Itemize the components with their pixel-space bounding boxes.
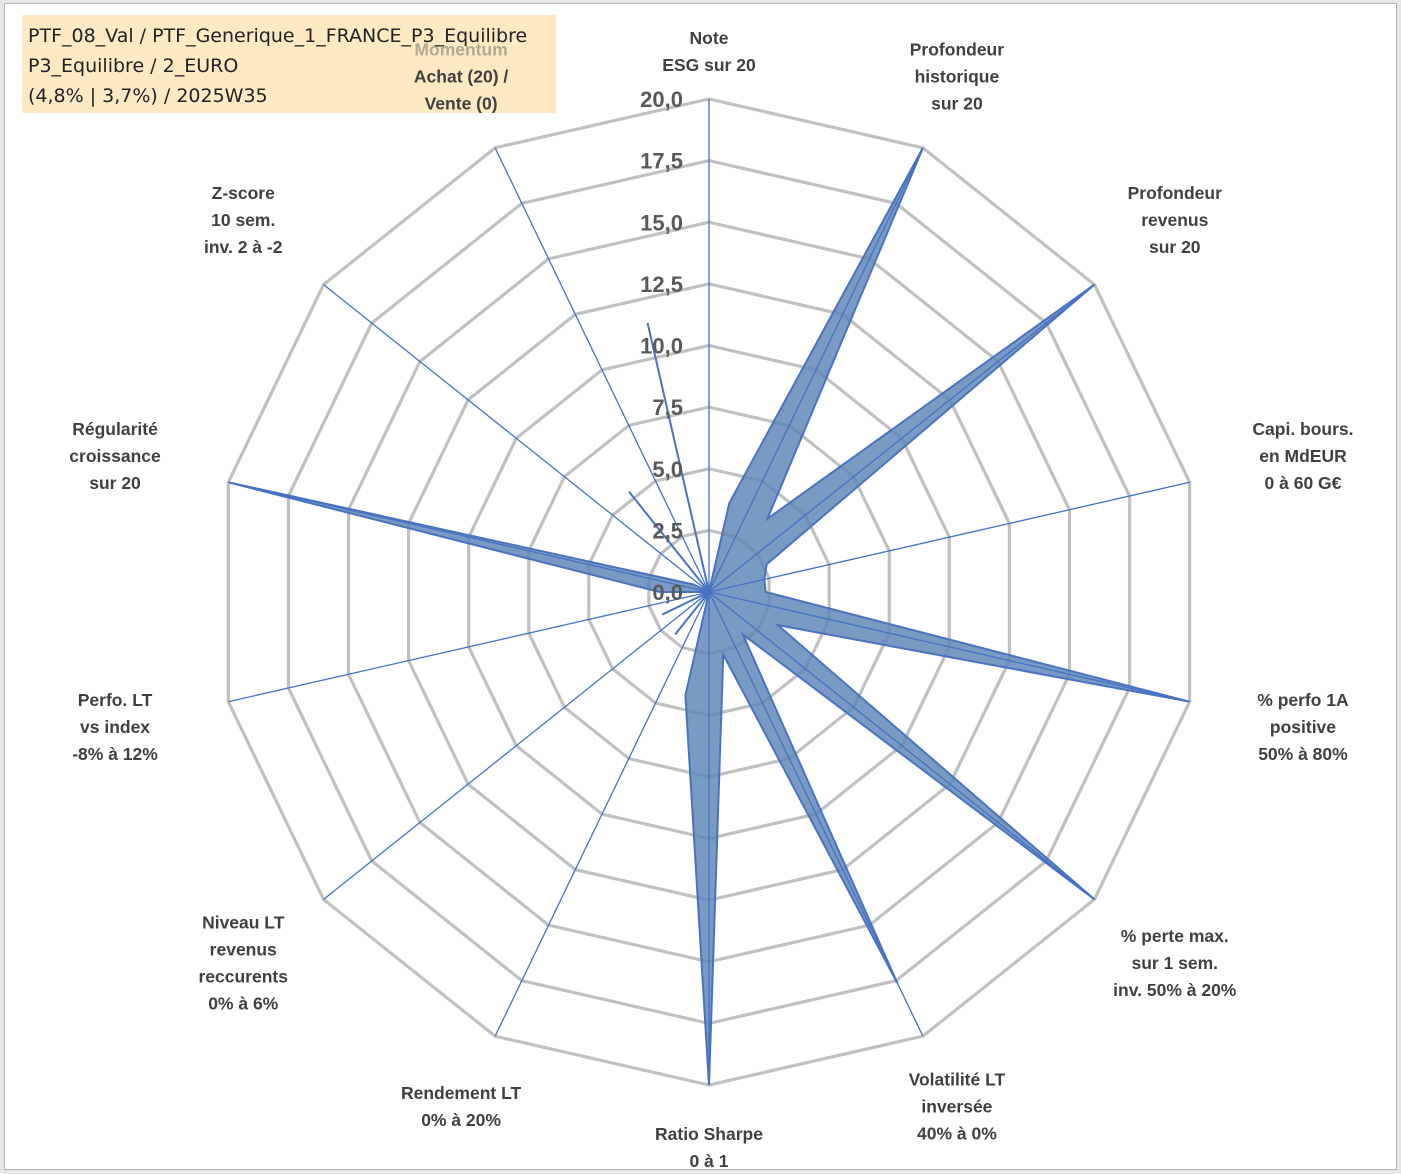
info-line-portfolio: PTF_08_Val / PTF_Generique_1_FRANCE_P3_E… xyxy=(28,25,528,47)
axis-label-3-line-2: 0 à 60 G€ xyxy=(1265,473,1342,493)
spoke-8 xyxy=(494,591,710,1037)
axis-label-5-line-2: inv. 50% à 20% xyxy=(1113,980,1237,1000)
axis-label-7-line-0: Ratio Sharpe xyxy=(655,1124,763,1144)
axis-label-9-line-2: reccurents xyxy=(198,966,288,986)
tick-label-2: 5,0 xyxy=(652,457,683,482)
axis-label-3-line-1: en MdEUR xyxy=(1259,446,1347,466)
tick-label-7: 17,5 xyxy=(640,149,683,174)
tick-label-5: 12,5 xyxy=(640,272,683,297)
axis-label-4: % perfo 1A positive 50% à 80% xyxy=(1257,690,1349,764)
axis-label-0-line-1: ESG sur 20 xyxy=(662,55,756,75)
axis-label-5-line-1: sur 1 sem. xyxy=(1131,953,1218,973)
axis-label-2: Profondeur revenus sur 20 xyxy=(1128,183,1222,257)
axis-label-10: Perfo. LT vs index -8% à 12% xyxy=(72,690,158,764)
spoke-12 xyxy=(323,284,710,593)
axis-label-7-line-1: 0 à 1 xyxy=(690,1151,729,1171)
spoke-1 xyxy=(708,147,924,593)
axis-label-11: Régularité croissance sur 20 xyxy=(69,419,161,493)
axis-label-13-line-0: Momentum xyxy=(414,40,507,60)
axis-label-9-line-1: revenus xyxy=(210,939,277,959)
axis-label-12-line-2: inv. 2 à -2 xyxy=(204,237,283,257)
axis-label-10-line-0: Perfo. LT xyxy=(78,690,153,710)
axis-label-1-line-1: historique xyxy=(915,67,1000,87)
axis-label-4-line-2: 50% à 80% xyxy=(1258,744,1348,764)
axis-label-13: Momentum Achat (20) / Vente (0) xyxy=(414,40,508,114)
axis-label-11-line-0: Régularité xyxy=(72,419,158,439)
tick-label-3: 7,5 xyxy=(652,395,683,420)
axis-label-5-line-0: % perte max. xyxy=(1121,926,1229,946)
axis-label-2-line-0: Profondeur xyxy=(1128,183,1222,203)
axis-label-11-line-1: croissance xyxy=(69,446,161,466)
axis-label-1-line-0: Profondeur xyxy=(910,40,1004,60)
axis-label-1-line-2: sur 20 xyxy=(931,94,983,114)
axis-label-9-line-3: 0% à 6% xyxy=(208,993,278,1013)
axis-label-0-line-0: Note xyxy=(690,28,729,48)
spoke-9 xyxy=(323,591,710,900)
axis-label-2-line-2: sur 20 xyxy=(1149,237,1201,257)
chart-frame xyxy=(4,3,1397,1170)
axis-label-3-line-0: Capi. bours. xyxy=(1252,419,1353,439)
axis-label-9: Niveau LT revenus reccurents 0% à 6% xyxy=(198,912,288,1013)
axis-label-layer: Note ESG sur 20 Profondeur historique sur 20… xyxy=(69,28,1353,1171)
axis-label-3: Capi. bours. en MdEUR 0 à 60 G€ xyxy=(1252,419,1353,493)
portfolio-info-box: PTF_08_Val / PTF_Generique_1_FRANCE_P3_E… xyxy=(22,15,556,113)
axis-label-6: Volatilité LT inversée 40% à 0% xyxy=(909,1069,1006,1143)
axis-label-6-line-2: 40% à 0% xyxy=(917,1123,997,1143)
tick-label-4: 10,0 xyxy=(640,334,683,359)
axis-label-8-line-1: 0% à 20% xyxy=(421,1110,501,1130)
axis-label-0: Note ESG sur 20 xyxy=(662,28,756,75)
axis-label-8: Rendement LT 0% à 20% xyxy=(401,1083,522,1130)
axis-label-6-line-1: inversée xyxy=(921,1096,992,1116)
axis-label-4-line-1: positive xyxy=(1270,717,1336,737)
tick-label-1: 2,5 xyxy=(652,518,683,543)
axis-label-5: % perte max. sur 1 sem. inv. 50% à 20% xyxy=(1113,926,1237,1000)
axis-label-10-line-2: -8% à 12% xyxy=(72,744,158,764)
axis-label-12-line-0: Z-score xyxy=(212,183,275,203)
tick-label-layer: 0,0 2,5 5,0 7,5 10,0 12,5 15,0 17,5 20,0 xyxy=(640,87,683,605)
spoke-10 xyxy=(228,591,710,703)
spoke-3 xyxy=(708,481,1190,593)
axis-label-11-line-2: sur 20 xyxy=(89,473,141,493)
axis-label-13-line-1: Achat (20) / xyxy=(414,67,508,87)
spoke-5 xyxy=(708,591,1095,900)
tick-label-8: 20,0 xyxy=(640,87,683,112)
spoke-4 xyxy=(708,591,1190,703)
spoke-layer xyxy=(228,99,1190,1085)
axis-label-4-line-0: % perfo 1A xyxy=(1257,690,1349,710)
axis-label-8-line-0: Rendement LT xyxy=(401,1083,522,1103)
axis-label-2-line-1: revenus xyxy=(1141,210,1208,230)
axis-label-7: Ratio Sharpe 0 à 1 xyxy=(655,1124,763,1171)
tick-label-6: 15,0 xyxy=(640,210,683,235)
spoke-6 xyxy=(708,591,924,1037)
spoke-2 xyxy=(708,284,1095,593)
axis-label-12: Z-score 10 sem. inv. 2 à -2 xyxy=(204,183,283,257)
axis-label-13-line-2: Vente (0) xyxy=(425,94,498,114)
spoke-11 xyxy=(228,481,710,593)
axis-label-1: Profondeur historique sur 20 xyxy=(910,40,1004,114)
info-line-profile: P3_Equilibre / 2_EURO xyxy=(28,55,239,77)
axis-label-10-line-1: vs index xyxy=(80,717,150,737)
axis-label-9-line-0: Niveau LT xyxy=(202,912,285,932)
info-line-stats: (4,8% | 3,7%) / 2025W35 xyxy=(28,85,268,107)
axis-label-12-line-1: 10 sem. xyxy=(211,210,275,230)
spoke-13 xyxy=(494,147,710,593)
tick-label-0: 0,0 xyxy=(652,580,683,605)
axis-label-6-line-0: Volatilité LT xyxy=(909,1069,1006,1089)
